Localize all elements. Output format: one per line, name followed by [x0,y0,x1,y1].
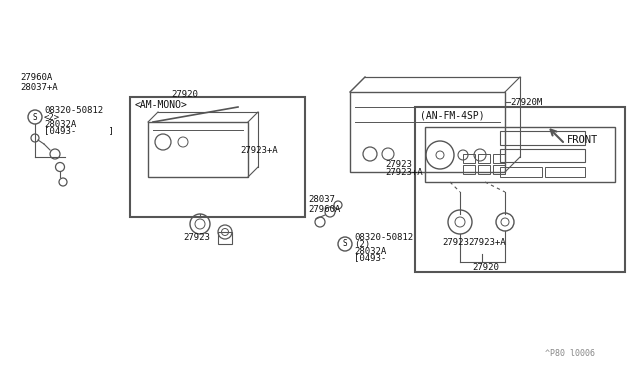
Text: S: S [342,240,348,248]
Text: 27920: 27920 [472,263,499,272]
Text: ^P80 l0006: ^P80 l0006 [545,350,595,359]
Bar [350,92,505,172]
Text: 27920M: 27920M [510,97,542,106]
Text: [0493-: [0493- [354,253,387,263]
Text: 27923: 27923 [442,237,469,247]
Bar [545,167,585,177]
Bar [218,232,232,244]
Text: 27923+A: 27923+A [468,237,506,247]
Text: <2>: <2> [44,112,60,122]
Text: 08320-50812: 08320-50812 [354,232,413,241]
Text: (2): (2) [354,240,370,248]
Bar [478,165,490,174]
Text: 08320-50812: 08320-50812 [44,106,103,115]
Bar [463,154,475,163]
Text: 27923+A: 27923+A [240,145,278,154]
Bar [463,165,475,174]
Text: <AM-MONO>: <AM-MONO> [135,100,188,110]
Bar [130,97,305,217]
Bar [148,122,248,177]
Text: 27923: 27923 [385,160,412,169]
Bar [500,131,585,145]
Text: 27960A: 27960A [308,205,340,214]
Text: (AN-FM-4SP): (AN-FM-4SP) [420,110,484,120]
Text: [0493-      ]: [0493- ] [44,126,114,135]
Text: 28032A: 28032A [354,247,387,256]
Bar [425,127,615,182]
Text: 27923: 27923 [183,232,210,241]
Bar [493,154,505,163]
Bar [478,154,490,163]
Text: S: S [33,112,37,122]
Text: 27920: 27920 [172,90,198,99]
Bar [493,165,505,174]
Text: FRONT: FRONT [567,135,598,145]
Text: 27960A: 27960A [20,73,52,81]
Text: 28037: 28037 [308,195,335,203]
Text: 28037+A: 28037+A [20,83,58,92]
Text: 27923+A: 27923+A [385,167,422,176]
Text: 28032A: 28032A [44,119,76,128]
Bar [415,107,625,272]
Bar [500,149,585,162]
Bar [500,167,542,177]
